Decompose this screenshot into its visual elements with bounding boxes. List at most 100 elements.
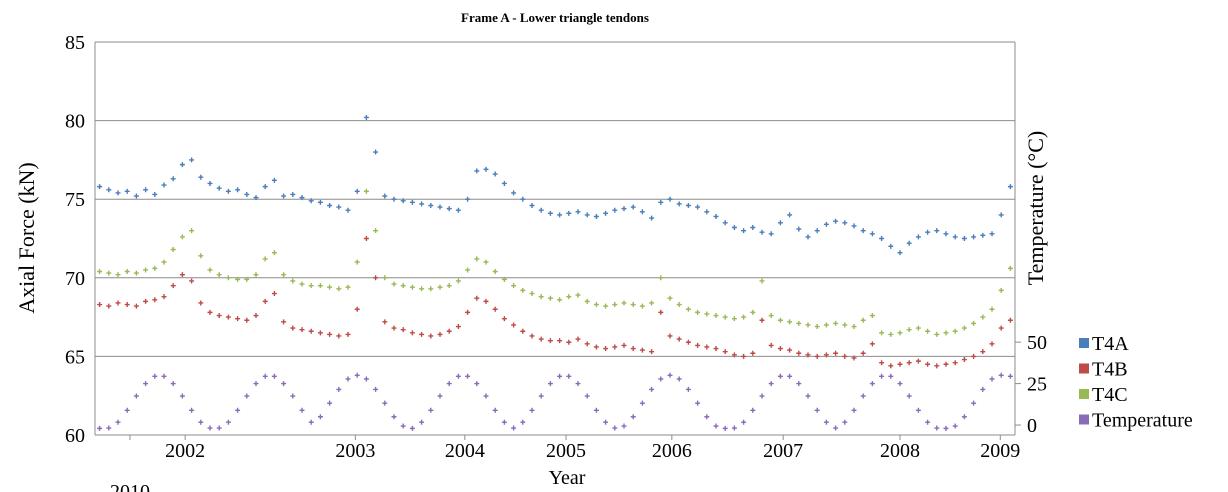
point xyxy=(391,414,397,420)
point xyxy=(189,157,195,163)
point xyxy=(814,228,820,234)
point xyxy=(741,314,747,320)
point xyxy=(768,381,774,387)
point xyxy=(750,407,756,413)
point xyxy=(271,177,277,183)
point xyxy=(805,322,811,328)
point xyxy=(704,209,710,215)
point xyxy=(124,302,130,308)
point xyxy=(465,373,471,379)
point xyxy=(409,330,415,336)
point xyxy=(603,210,609,216)
y2-tick-label: 0 xyxy=(1027,415,1037,437)
point xyxy=(308,419,314,425)
point xyxy=(851,324,857,330)
point xyxy=(676,302,682,308)
point xyxy=(557,338,563,344)
point xyxy=(575,381,581,387)
point xyxy=(750,224,756,230)
point xyxy=(520,196,526,202)
point xyxy=(419,419,425,425)
point xyxy=(649,300,655,306)
point xyxy=(796,350,802,356)
point xyxy=(354,372,360,378)
point xyxy=(805,352,811,358)
point xyxy=(492,269,498,275)
point xyxy=(327,331,333,337)
point xyxy=(529,291,535,297)
point xyxy=(225,275,231,281)
point xyxy=(391,281,397,287)
point xyxy=(814,324,820,330)
point xyxy=(538,207,544,213)
point xyxy=(428,333,434,339)
point xyxy=(520,287,526,293)
point xyxy=(317,330,323,336)
point xyxy=(658,309,664,315)
point xyxy=(106,425,112,431)
point xyxy=(584,341,590,347)
point xyxy=(143,381,149,387)
point xyxy=(961,236,967,241)
point xyxy=(336,204,342,210)
point xyxy=(106,187,112,193)
point xyxy=(934,331,940,337)
point xyxy=(768,313,774,319)
point xyxy=(998,372,1004,378)
point xyxy=(216,425,222,431)
point xyxy=(639,347,645,353)
point xyxy=(612,344,618,350)
point xyxy=(106,303,112,309)
point xyxy=(584,298,590,304)
point xyxy=(658,199,664,205)
point xyxy=(593,344,599,350)
point xyxy=(538,294,544,300)
point xyxy=(235,316,241,322)
point xyxy=(152,191,158,197)
point xyxy=(860,228,866,234)
x-axis-label: Year xyxy=(549,467,586,489)
point xyxy=(879,330,885,336)
point xyxy=(455,278,461,284)
legend-label: T4C xyxy=(1092,384,1128,406)
point xyxy=(373,275,379,281)
point xyxy=(704,311,710,317)
point xyxy=(961,414,967,420)
point xyxy=(621,423,627,429)
point xyxy=(290,191,296,197)
point xyxy=(952,234,958,240)
point xyxy=(704,414,710,420)
point xyxy=(593,213,599,219)
point xyxy=(998,325,1004,331)
point xyxy=(207,425,213,431)
point xyxy=(943,231,949,237)
point xyxy=(731,316,737,322)
point xyxy=(437,284,443,290)
point xyxy=(281,319,287,325)
point xyxy=(317,283,323,289)
point xyxy=(437,331,443,337)
point xyxy=(354,188,360,194)
point xyxy=(262,373,268,379)
point xyxy=(906,360,912,366)
point xyxy=(667,196,673,202)
point xyxy=(630,346,636,352)
point xyxy=(621,342,627,348)
point xyxy=(511,425,517,431)
point xyxy=(1007,265,1013,271)
y-tick-label: 75 xyxy=(65,189,85,211)
point xyxy=(106,270,112,276)
point xyxy=(593,302,599,308)
point xyxy=(97,302,103,308)
point xyxy=(170,176,176,182)
point xyxy=(952,360,958,366)
point xyxy=(235,187,241,193)
point xyxy=(547,338,553,344)
point xyxy=(833,218,839,224)
point xyxy=(906,393,912,399)
point xyxy=(152,265,158,271)
point xyxy=(363,188,369,194)
point xyxy=(520,328,526,334)
point xyxy=(925,229,931,235)
point xyxy=(851,223,857,229)
